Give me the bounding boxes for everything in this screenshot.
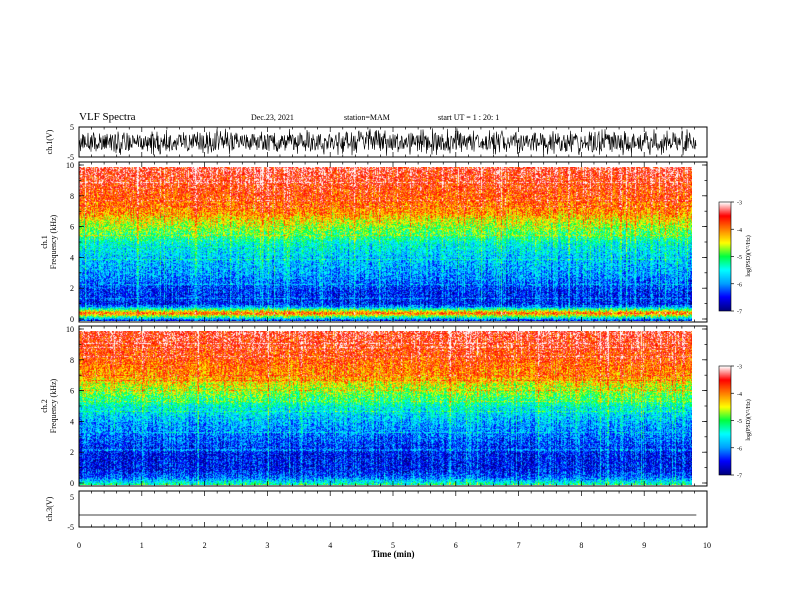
ch2-colorbar-frame — [718, 365, 732, 476]
ch2-colorbar-image — [719, 366, 731, 475]
ch2-spectrogram-frame — [78, 325, 708, 487]
header-date: Dec.23, 2021 — [251, 113, 294, 122]
time-tick-label: 6 — [454, 541, 458, 550]
time-tick-label: 2 — [203, 541, 207, 550]
ch3-waveform-panel: 5 -5 ch.3(V) — [45, 490, 708, 532]
time-tick-label: 3 — [265, 541, 269, 550]
ch2-spectrogram-ylabel-channel: ch.2 — [40, 399, 49, 413]
ch1-spectrogram-frame — [78, 161, 708, 323]
ch1-waveform-ylabel: ch.1(V) — [45, 129, 54, 154]
ch1-waveform-panel: 5 -5 ch.1(V) — [45, 123, 708, 162]
ch1-spectrogram-image — [79, 167, 692, 321]
freq-tick-label: 2 — [70, 284, 74, 293]
ch1-colorbar-label: log(PSD)(V²/Hz) — [745, 235, 752, 276]
header-station: station=MAM — [344, 113, 390, 122]
freq-tick-label: 8 — [70, 356, 74, 365]
colorbar-tick-label: -6 — [737, 282, 742, 288]
time-tick-label: 4 — [328, 541, 332, 550]
freq-tick-label: 4 — [70, 417, 74, 426]
ch2-spectrogram-xticks — [78, 326, 708, 486]
freq-tick-label: 6 — [70, 223, 74, 232]
ch1-colorbar-frame — [718, 201, 732, 312]
ch1-spectrogram-ylabel-frequency: Frequency (kHz) — [49, 214, 58, 269]
ch2-colorbar-ticks: -3 -4 -5 -6 -7 — [731, 365, 742, 480]
ch2-colorbar-label: log(PSD)(V²/Hz) — [745, 399, 752, 440]
ch1-waveform-xticks — [78, 127, 708, 157]
colorbar-tick-label: -7 — [737, 310, 742, 316]
colorbar-tick-label: -4 — [737, 392, 742, 398]
ch2-spectrogram-image — [79, 331, 692, 485]
ch1-spectrogram-ylabel-channel: ch.1 — [40, 235, 49, 249]
ch3-ytick-top: 5 — [70, 493, 74, 502]
ch1-spectrogram-xticks — [78, 162, 708, 322]
ch3-waveform-frame — [78, 490, 708, 528]
ch1-waveform-trace — [78, 128, 697, 156]
freq-tick-label: 10 — [66, 161, 74, 170]
freq-tick-label: 2 — [70, 448, 74, 457]
time-axis-tick-labels: 0 1 2 3 4 5 6 7 8 9 10 — [77, 541, 711, 550]
colorbar-tick-label: -3 — [737, 365, 742, 371]
colorbar-tick-label: -4 — [737, 228, 742, 234]
freq-tick-label: 4 — [70, 253, 74, 262]
time-tick-label: 8 — [579, 541, 583, 550]
ch2-spectrogram-yticks: 0 2 4 6 8 10 — [66, 325, 707, 488]
time-tick-label: 5 — [391, 541, 395, 550]
ch1-ytick-bottom: -5 — [67, 153, 74, 162]
ch2-spectrogram-ylabel-frequency: Frequency (kHz) — [49, 378, 58, 433]
colorbar-tick-label: -5 — [737, 255, 742, 261]
freq-tick-label: 0 — [70, 315, 74, 324]
colorbar-tick-label: -5 — [737, 419, 742, 425]
colorbar-tick-label: -6 — [737, 446, 742, 452]
ch1-colorbar-ticks: -3 -4 -5 -6 -7 — [731, 201, 742, 316]
colorbar-tick-label: -3 — [737, 201, 742, 207]
time-tick-label: 0 — [77, 541, 81, 550]
freq-tick-label: 8 — [70, 192, 74, 201]
colorbar-tick-label: -7 — [737, 474, 742, 480]
header-start-time: start UT = 1 : 20: 1 — [438, 113, 500, 122]
ch3-waveform-ylabel: ch.3(V) — [45, 496, 54, 521]
ch1-spectrogram-yticks: 0 2 4 6 8 10 — [66, 161, 707, 324]
time-tick-label: 9 — [642, 541, 646, 550]
freq-tick-label: 6 — [70, 387, 74, 396]
figure-title: VLF Spectra — [79, 111, 136, 123]
freq-tick-label: 10 — [66, 325, 74, 334]
time-axis-label: Time (min) — [371, 549, 414, 559]
freq-tick-label: 0 — [70, 479, 74, 488]
ch3-ytick-bottom: -5 — [67, 523, 74, 532]
ch1-ytick-top: 5 — [70, 123, 74, 132]
time-tick-label: 1 — [140, 541, 144, 550]
ch1-colorbar-image — [719, 202, 731, 311]
ch3-waveform-xticks — [78, 491, 708, 527]
time-tick-label: 7 — [517, 541, 521, 550]
time-tick-label: 10 — [703, 541, 711, 550]
